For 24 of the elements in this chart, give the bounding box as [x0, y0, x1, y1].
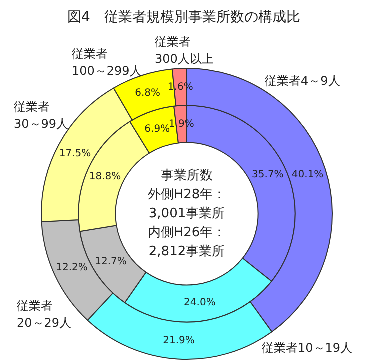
- text: 2,812事業所: [148, 244, 226, 260]
- data-label: 1.9%: [168, 118, 194, 130]
- slice-label: 従業者300人以上: [155, 35, 214, 66]
- data-label: 17.5%: [59, 148, 92, 160]
- slice-label: 従業者10～19人: [262, 341, 353, 356]
- text: 外側H28年：: [148, 187, 226, 202]
- data-label: 6.9%: [144, 124, 170, 135]
- data-label: 12.2%: [56, 262, 88, 274]
- slice-label: 従業者100～299人: [72, 47, 142, 78]
- text: 事業所数: [161, 168, 213, 184]
- slice-label: 従業者30～99人: [14, 100, 69, 132]
- text: 3,001事業所: [148, 206, 226, 222]
- data-label: 24.0%: [184, 298, 216, 309]
- data-label: 12.7%: [95, 256, 127, 268]
- chart-title: 図4 従業者規模別事業所数の構成比: [68, 10, 300, 26]
- data-label: 40.1%: [292, 170, 324, 181]
- data-label: 21.9%: [163, 335, 195, 346]
- data-label: 6.8%: [135, 88, 161, 99]
- data-label: 18.8%: [89, 171, 122, 182]
- data-label: 1.6%: [168, 82, 194, 93]
- text: 内側H26年：: [148, 225, 226, 240]
- slice-label: 従業者4～9人: [265, 74, 340, 88]
- slice-label: 従業者20～29人: [17, 299, 72, 330]
- data-label: 35.7%: [252, 170, 284, 181]
